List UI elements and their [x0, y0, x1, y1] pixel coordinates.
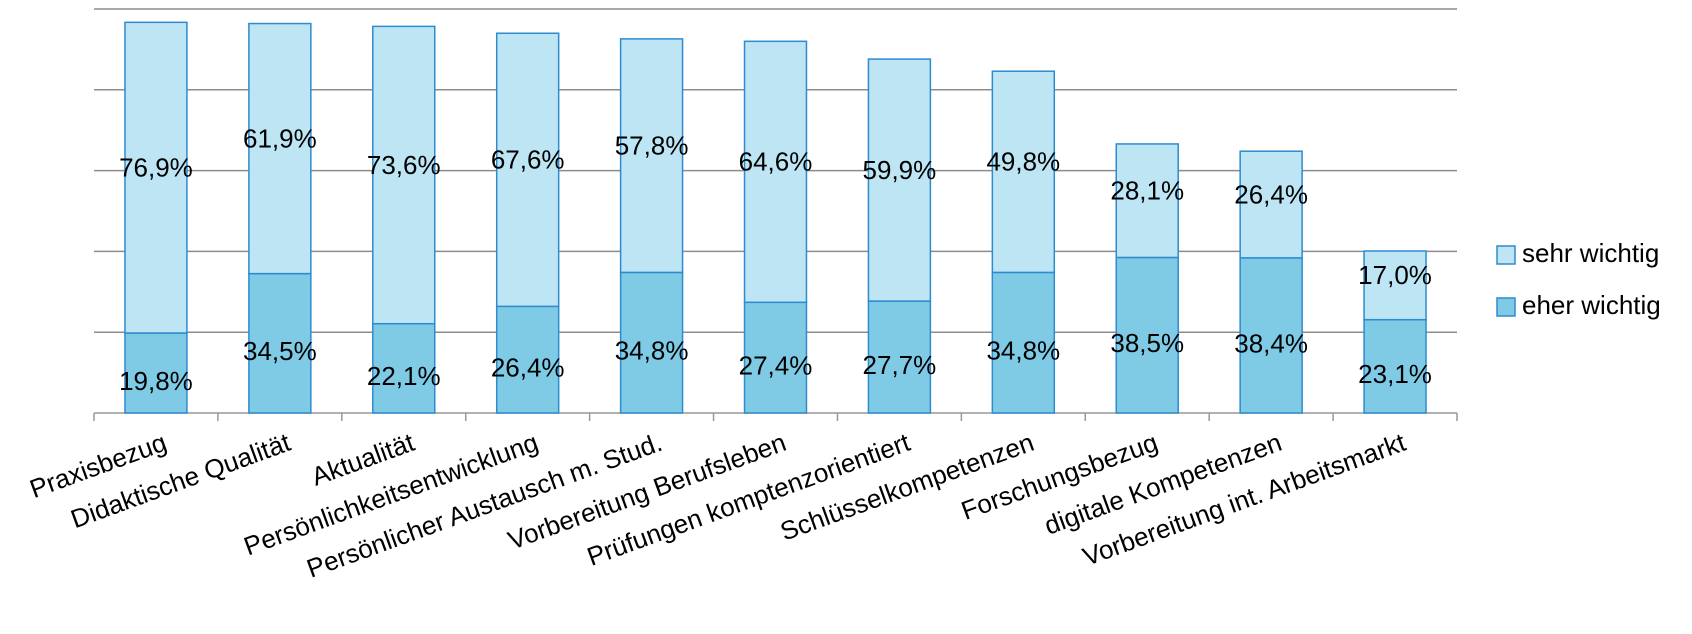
- data-label: 49,8%: [986, 147, 1060, 177]
- bar-segment: [619, 38, 684, 274]
- bar-segment: [1239, 150, 1303, 259]
- x-tick-label: Didaktische Qualität: [67, 427, 295, 535]
- bar-segment: [1115, 143, 1179, 259]
- bar-segment: [372, 322, 436, 414]
- bar-segment: [743, 301, 808, 414]
- bar-segment: [248, 22, 312, 275]
- data-label: 19,8%: [119, 366, 193, 396]
- data-label: 27,7%: [863, 350, 937, 380]
- data-label: 22,1%: [367, 361, 441, 391]
- data-label: 64,6%: [739, 147, 813, 177]
- bar-segment: [1363, 318, 1427, 414]
- bar-segment: [1363, 250, 1427, 321]
- data-label: 34,5%: [243, 336, 317, 366]
- bar-segment: [991, 70, 1056, 274]
- data-label: 34,8%: [615, 336, 689, 366]
- bar-segment: [372, 25, 436, 325]
- data-label: 34,8%: [986, 336, 1060, 366]
- legend-swatch: [1496, 245, 1516, 265]
- data-label: 67,6%: [491, 145, 565, 175]
- data-label: 61,9%: [243, 123, 317, 153]
- data-label: 73,6%: [367, 150, 441, 180]
- data-label: 28,1%: [1110, 176, 1184, 206]
- data-label: 26,4%: [1234, 179, 1308, 209]
- legend-swatch: [1496, 297, 1516, 317]
- bar-segment: [743, 40, 808, 304]
- legend-label: sehr wichtig: [1522, 238, 1659, 268]
- data-label: 59,9%: [863, 155, 937, 185]
- data-label: 57,8%: [615, 131, 689, 161]
- bar-segment: [1115, 256, 1179, 414]
- bar-segment: [495, 305, 560, 414]
- data-label: 27,4%: [739, 351, 813, 381]
- data-label: 26,4%: [491, 353, 565, 383]
- data-label: 17,0%: [1358, 260, 1432, 290]
- data-label: 76,9%: [119, 153, 193, 183]
- bar-segment: [1239, 257, 1303, 414]
- bar-segment: [124, 21, 188, 334]
- legend-label: eher wichtig: [1522, 290, 1661, 320]
- data-label: 38,4%: [1234, 328, 1308, 358]
- bar-segment: [867, 58, 932, 302]
- bar-segment: [495, 32, 560, 308]
- data-label: 23,1%: [1358, 359, 1432, 389]
- data-label: 38,5%: [1110, 328, 1184, 358]
- bar-segment: [619, 271, 684, 414]
